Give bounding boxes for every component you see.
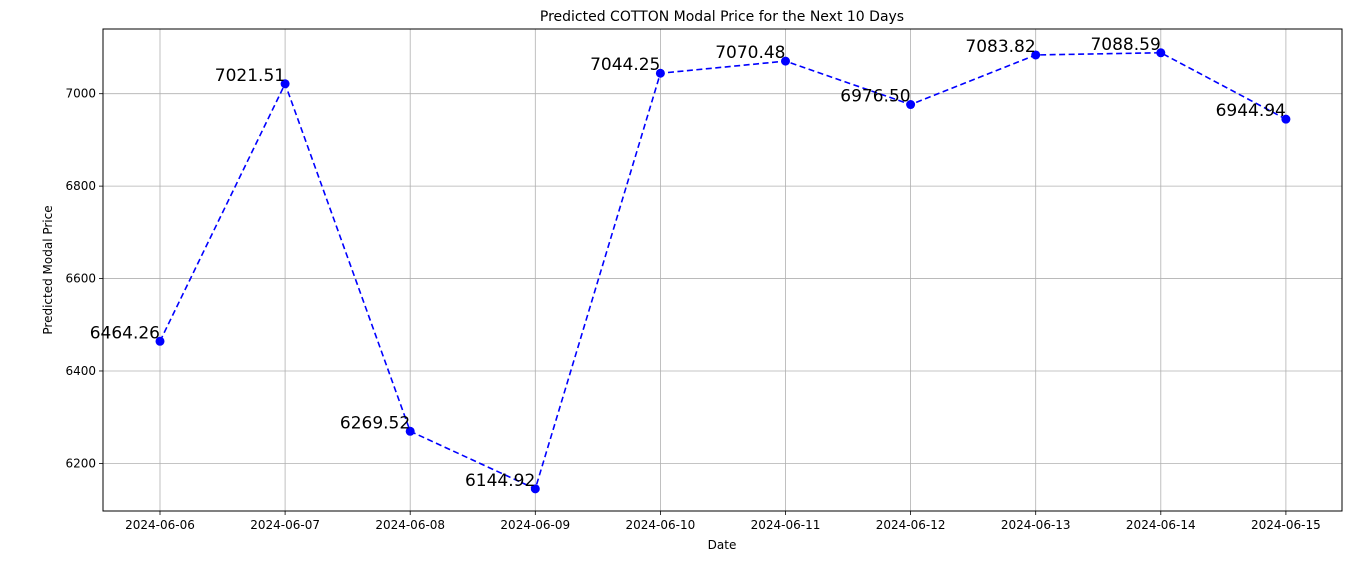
- data-label: 6144.92: [465, 471, 535, 491]
- y-tick-label: 7000: [65, 87, 96, 101]
- data-point: [280, 79, 290, 89]
- x-axis: 2024-06-06 2024-06-07 2024-06-08 2024-06-09…: [125, 511, 1321, 532]
- data-point: [906, 100, 916, 110]
- data-point: [1281, 114, 1291, 124]
- x-tick-label: 2024-06-12: [876, 518, 946, 532]
- x-tick-label: 2024-06-09: [500, 518, 570, 532]
- x-tick-label: 2024-06-07: [250, 518, 320, 532]
- data-label: 7088.59: [1090, 35, 1160, 55]
- x-tick-label: 2024-06-14: [1126, 518, 1196, 532]
- plot-frame: [102, 28, 1343, 512]
- data-point: [781, 56, 790, 66]
- data-points: [155, 48, 1291, 494]
- data-point: [655, 68, 665, 78]
- data-label: 7044.25: [590, 55, 660, 75]
- data-label: 6464.26: [90, 323, 160, 343]
- y-tick-label: 6200: [65, 456, 96, 470]
- series-line: [159, 51, 1287, 490]
- x-tick-label: 2024-06-11: [751, 518, 821, 532]
- x-tick-label: 2024-06-13: [1001, 518, 1071, 532]
- x-tick-label: 2024-06-10: [626, 518, 696, 532]
- data-label: 6269.52: [340, 413, 410, 433]
- y-tick-label: 6400: [65, 364, 96, 378]
- data-labels: 6464.26 7021.51 6269.52 6144.92 7044.25 7070.…: [90, 35, 1286, 491]
- chart-title: Predicted COTTON Modal Price for the Nex…: [540, 9, 904, 25]
- data-point: [155, 336, 165, 346]
- data-label: 7070.48: [715, 43, 785, 63]
- y-axis: 6200 6400 6600 6800 7000: [65, 87, 103, 470]
- data-label: 6944.94: [1216, 101, 1286, 121]
- grid: [103, 29, 1342, 511]
- y-tick-label: 6800: [65, 179, 96, 193]
- data-point: [1156, 48, 1166, 58]
- data-label: 6976.50: [840, 87, 910, 107]
- x-tick-label: 2024-06-06: [125, 518, 195, 532]
- y-tick-label: 6600: [65, 272, 96, 286]
- data-point: [1031, 50, 1041, 60]
- data-point: [405, 426, 415, 436]
- y-axis-title: Predicted Modal Price: [41, 205, 55, 334]
- x-tick-label: 2024-06-15: [1251, 518, 1321, 532]
- x-axis-title: Date: [708, 538, 737, 552]
- data-point: [530, 484, 540, 494]
- data-label: 7021.51: [215, 66, 285, 86]
- data-label: 7083.82: [965, 37, 1035, 57]
- series-line-layer: [159, 51, 1287, 490]
- x-tick-label: 2024-06-08: [375, 518, 445, 532]
